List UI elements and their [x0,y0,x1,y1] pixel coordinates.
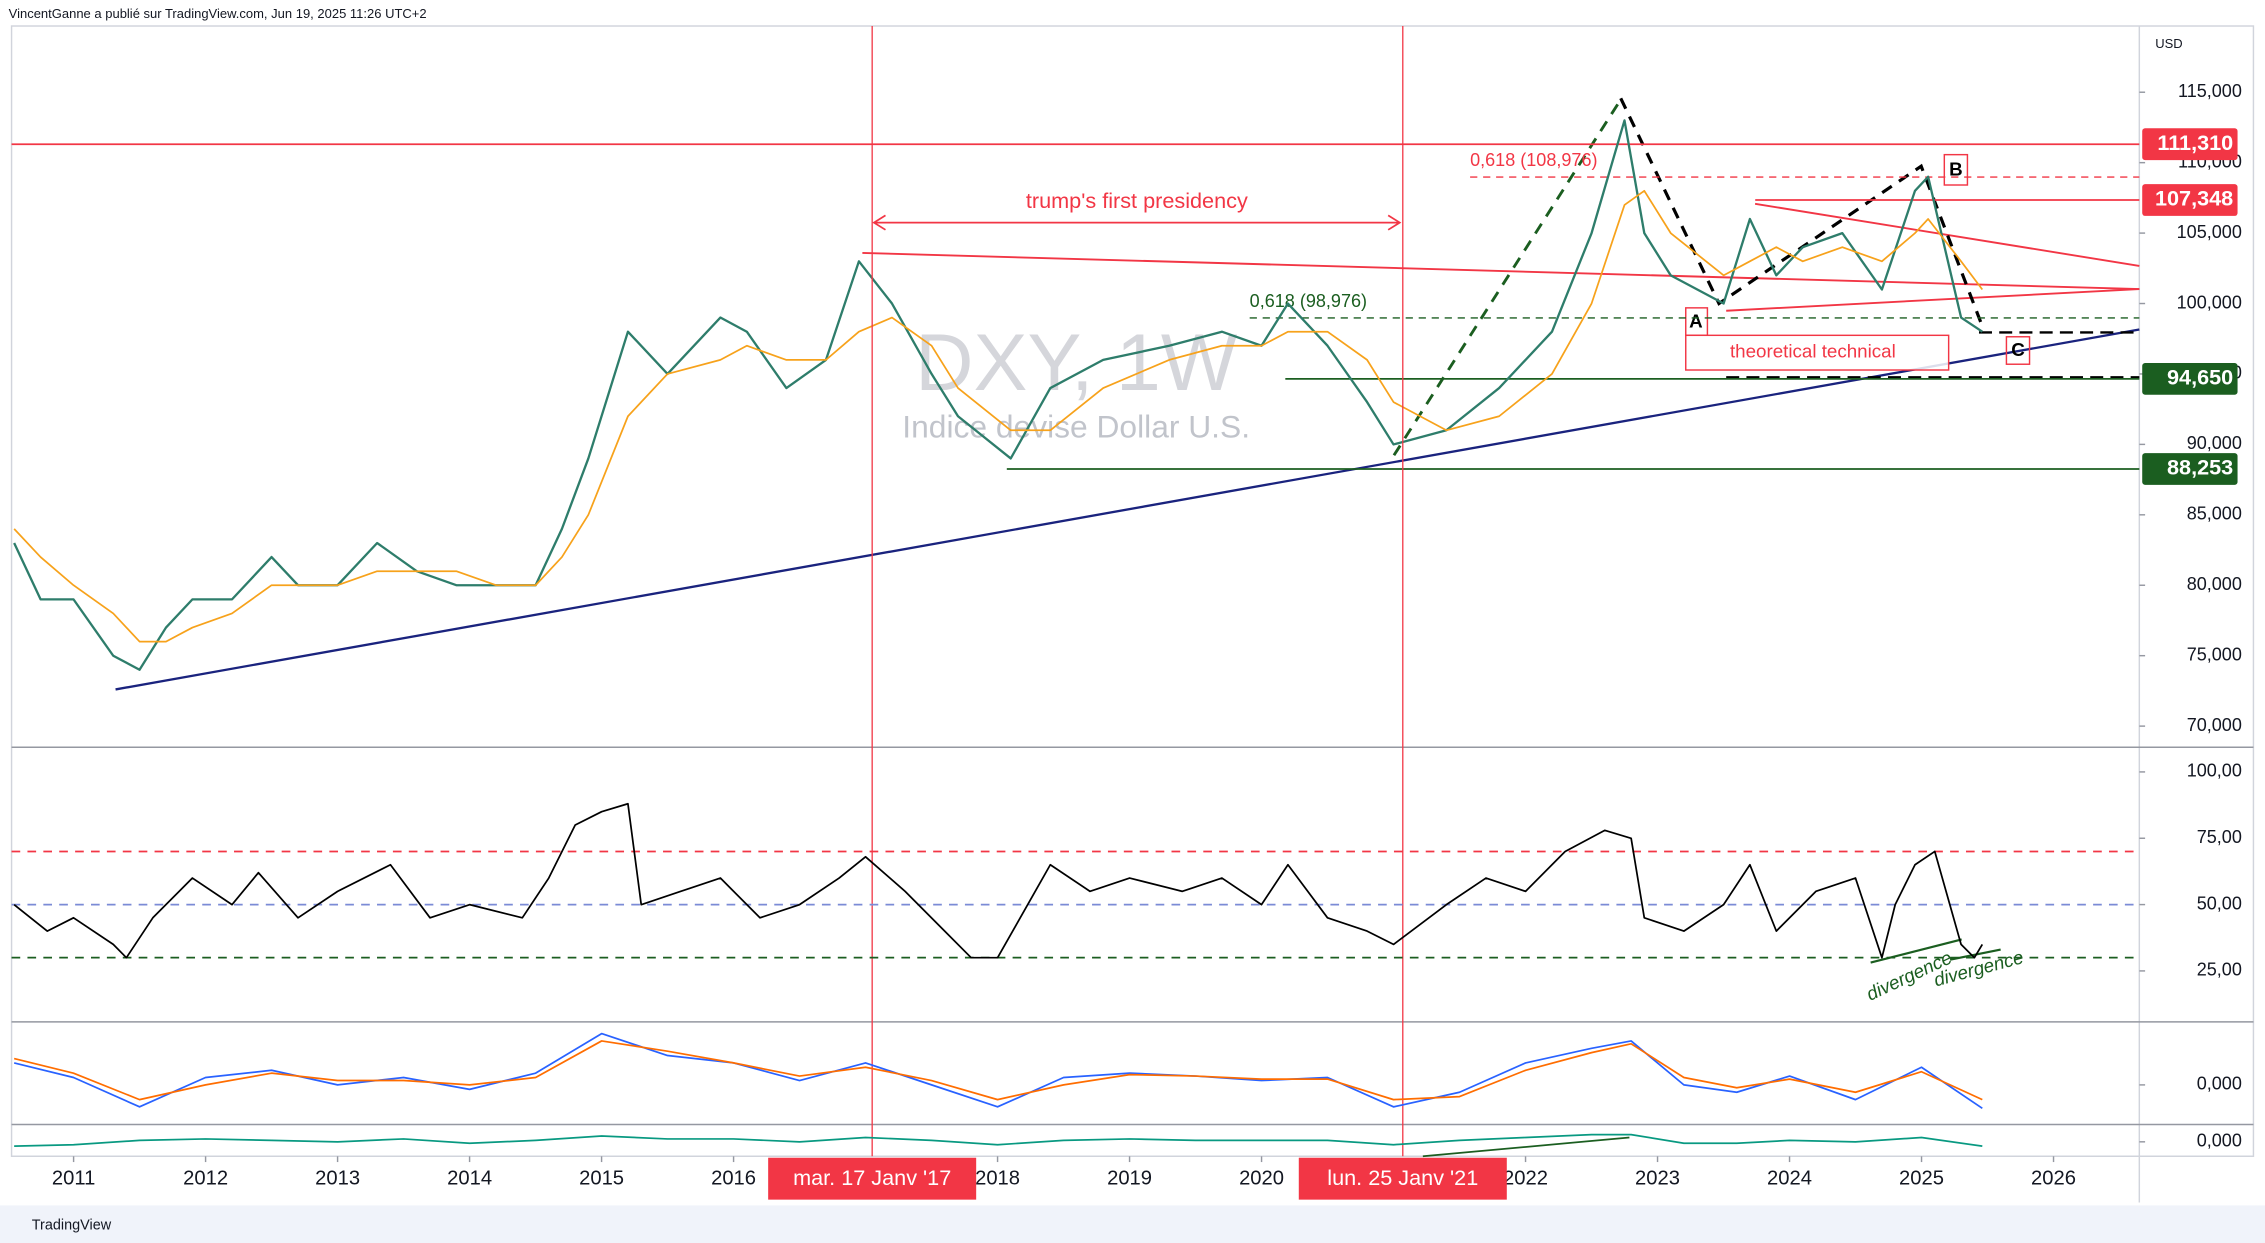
y-tick-label: 105,000 [2177,222,2242,242]
trend-line [862,251,2140,291]
y-tick-label: 25,00 [2197,960,2242,980]
x-tick-label: 2018 [975,1168,1020,1190]
annotation-box [1685,334,1950,371]
x-tick-label: 2022 [1503,1168,1548,1190]
arrow-head [1387,214,1402,231]
footer: TradingView [32,1217,112,1233]
series-line [13,1040,1983,1101]
price-label-box [2142,184,2238,216]
footer-bar [0,1205,2265,1243]
wave-label: B [1949,159,1963,180]
y-tick-label: 0,000 [2197,1074,2242,1094]
fib-label: 0,618 (108,976) [1470,150,1597,170]
divergence-line [1870,938,1962,964]
x-tick-label: 2014 [447,1168,492,1190]
x-tick-label: 2013 [315,1168,360,1190]
trend-line [1754,202,2140,267]
x-tick-label: 2011 [52,1168,95,1190]
event-label: lun. 25 Janv '21 [1327,1165,1478,1190]
y-tick-label: 100,00 [2187,761,2242,781]
fib-label: 0,618 (98,976) [1250,291,1367,311]
event-label: mar. 17 Janv '17 [793,1165,951,1190]
price-label: 88,253 [2167,455,2233,480]
trend-line [1726,288,2140,312]
header: VincentGanne a publié sur TradingView.co… [9,6,427,21]
price-label-box [2142,453,2238,485]
price-label: 107,348 [2155,186,2233,211]
x-tick-label: 2024 [1767,1168,1812,1190]
series-line [13,802,1984,959]
x-tick-label: 2012 [183,1168,228,1190]
x-tick-label: 2025 [1899,1168,1944,1190]
annotation: trump's first presidency [1026,188,1248,213]
x-tick-label: 2015 [579,1168,624,1190]
y-tick-label: 0,000 [2197,1131,2242,1151]
y-tick-label: 115,000 [2178,81,2242,101]
y-tick-label: 50,00 [2197,893,2242,913]
y-tick-label: 80,000 [2187,574,2242,594]
wave-line [1619,97,1984,326]
divergence-line [1422,1136,1630,1158]
y-tick-label: 75,000 [2187,644,2242,664]
arrow-head [872,214,886,231]
watermark: DXY, 1W [915,318,1238,408]
wave-box [1943,153,1969,186]
wave-label: C [2011,339,2025,360]
wave-line [1392,103,1620,457]
x-tick-label: 2020 [1239,1168,1284,1190]
event-label-box [1298,1157,1507,1200]
y-tick-label: 90,000 [2187,433,2242,453]
price-label-box [2142,362,2238,395]
x-tick-label: 2019 [1107,1168,1152,1190]
event-label-box [768,1157,977,1200]
series-line [13,189,1984,643]
price-label: 94,650 [2167,365,2233,390]
x-tick-label: 2026 [2031,1168,2076,1190]
x-tick-label: 2023 [1635,1168,1680,1190]
series-line [14,1133,1983,1148]
y-tick-label: 70,000 [2187,715,2242,735]
wave-label: A [1689,310,1703,331]
y-tick-label: 85,000 [2187,504,2242,524]
x-tick-label: 2016 [711,1168,756,1190]
price-label-box [2142,128,2238,161]
currency: USD [2155,36,2182,51]
annotation: theoretical technical [1730,341,1896,362]
y-tick-label: 75,00 [2197,827,2242,847]
watermark-subtitle: Indice devise Dollar U.S. [902,409,1250,445]
price-label: 111,310 [2157,130,2233,155]
wave-box [2005,336,2031,365]
y-tick-label: 100,000 [2177,292,2242,312]
trend-line [115,328,2140,691]
